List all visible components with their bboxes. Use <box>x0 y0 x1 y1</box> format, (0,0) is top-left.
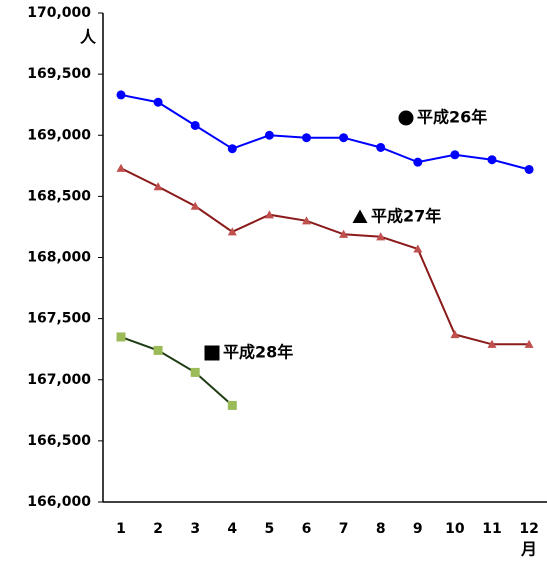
x-tick-label: 8 <box>376 521 386 537</box>
legend-label: 平成26年 <box>417 108 487 127</box>
x-tick-label: 5 <box>265 521 275 537</box>
marker <box>116 163 126 172</box>
series-line <box>120 93 530 171</box>
marker <box>190 367 200 377</box>
y-tick-label: 169,000 <box>27 127 91 143</box>
x-tick-label: 9 <box>413 521 423 537</box>
marker <box>339 229 349 238</box>
marker <box>450 150 460 160</box>
marker <box>487 339 497 348</box>
marker <box>153 345 163 355</box>
marker <box>302 133 311 143</box>
marker <box>190 120 200 130</box>
y-tick-label: 169,500 <box>27 66 91 82</box>
series-line <box>120 167 530 346</box>
marker <box>153 182 163 191</box>
marker <box>376 232 386 241</box>
legend-label: 平成28年 <box>223 343 293 362</box>
marker <box>352 209 368 223</box>
y-tick-label: 167,500 <box>27 311 91 327</box>
marker <box>116 332 126 342</box>
legend-label: 平成27年 <box>371 207 441 226</box>
x-tick-label: 6 <box>302 521 312 537</box>
x-tick-label: 11 <box>482 521 501 537</box>
marker <box>190 201 200 210</box>
marker <box>487 155 497 165</box>
y-tick-label: 170,000 <box>27 5 91 21</box>
y-tick-label: 167,000 <box>27 372 91 388</box>
marker <box>264 210 274 219</box>
x-tick-label: 10 <box>445 521 465 537</box>
marker <box>153 97 163 107</box>
y-tick-label: 168,500 <box>27 188 91 204</box>
x-tick-label: 12 <box>519 521 538 537</box>
y-tick-label: 166,000 <box>27 494 91 510</box>
y-unit: 人 <box>80 28 97 47</box>
marker <box>413 157 423 167</box>
marker <box>398 110 414 126</box>
x-tick-label: 1 <box>116 521 126 537</box>
marker <box>450 330 460 339</box>
x-unit: 月 <box>520 540 537 559</box>
marker <box>339 133 349 143</box>
x-tick-label: 2 <box>153 521 163 537</box>
series-line <box>120 336 233 407</box>
marker <box>413 244 423 253</box>
x-tick-label: 3 <box>190 521 200 537</box>
y-tick-label: 168,000 <box>27 250 91 266</box>
marker <box>376 142 386 152</box>
x-tick-label: 7 <box>339 521 349 537</box>
marker <box>204 345 220 361</box>
marker <box>227 144 237 154</box>
x-tick-label: 4 <box>227 521 237 537</box>
marker <box>264 130 274 140</box>
marker <box>116 90 126 100</box>
marker <box>302 216 311 225</box>
y-tick-label: 166,500 <box>27 433 91 449</box>
marker <box>227 227 237 236</box>
marker <box>524 339 534 348</box>
marker <box>524 164 534 174</box>
marker <box>227 400 237 410</box>
